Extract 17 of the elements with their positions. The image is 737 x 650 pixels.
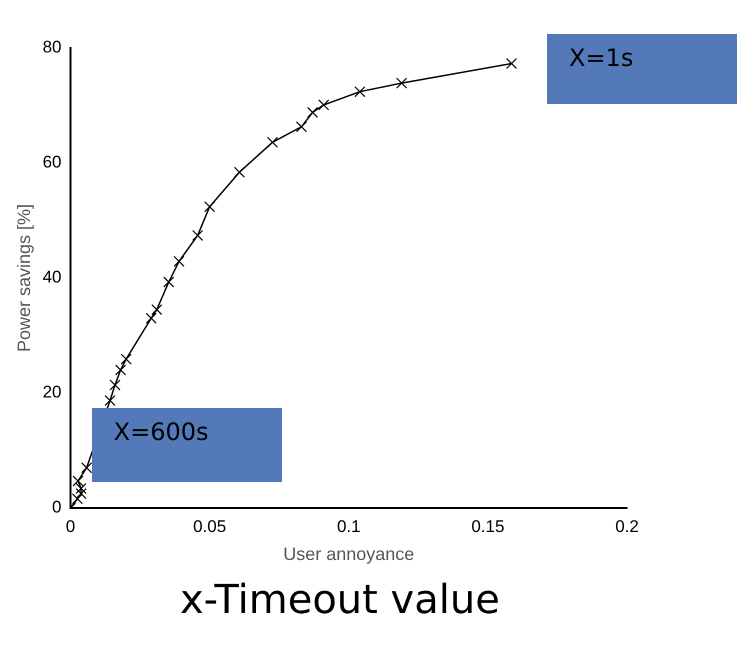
x-tick-label: 0.2 — [615, 516, 639, 536]
callout-box: X=600s — [92, 408, 282, 482]
y-tick-label: 0 — [52, 498, 62, 517]
x-tick-label: 0.15 — [471, 516, 504, 536]
y-tick-label: 80 — [42, 38, 62, 57]
x-tick-label: 0.05 — [193, 516, 226, 536]
y-tick-label: 20 — [42, 382, 62, 402]
x-axis-title: User annoyance — [283, 544, 414, 564]
y-axis-title: Power savings [%] — [14, 204, 34, 352]
annotation: X=600s — [114, 418, 209, 446]
x-tick-label: 0.1 — [336, 516, 361, 536]
text: x-Timeout value — [180, 577, 500, 623]
annotation: X=1s — [569, 44, 634, 72]
x-tick-label: 0 — [66, 516, 76, 536]
y-tick-label: 60 — [42, 152, 62, 172]
callout-box: X=1s — [547, 34, 737, 104]
y-tick-label: 40 — [42, 268, 62, 287]
